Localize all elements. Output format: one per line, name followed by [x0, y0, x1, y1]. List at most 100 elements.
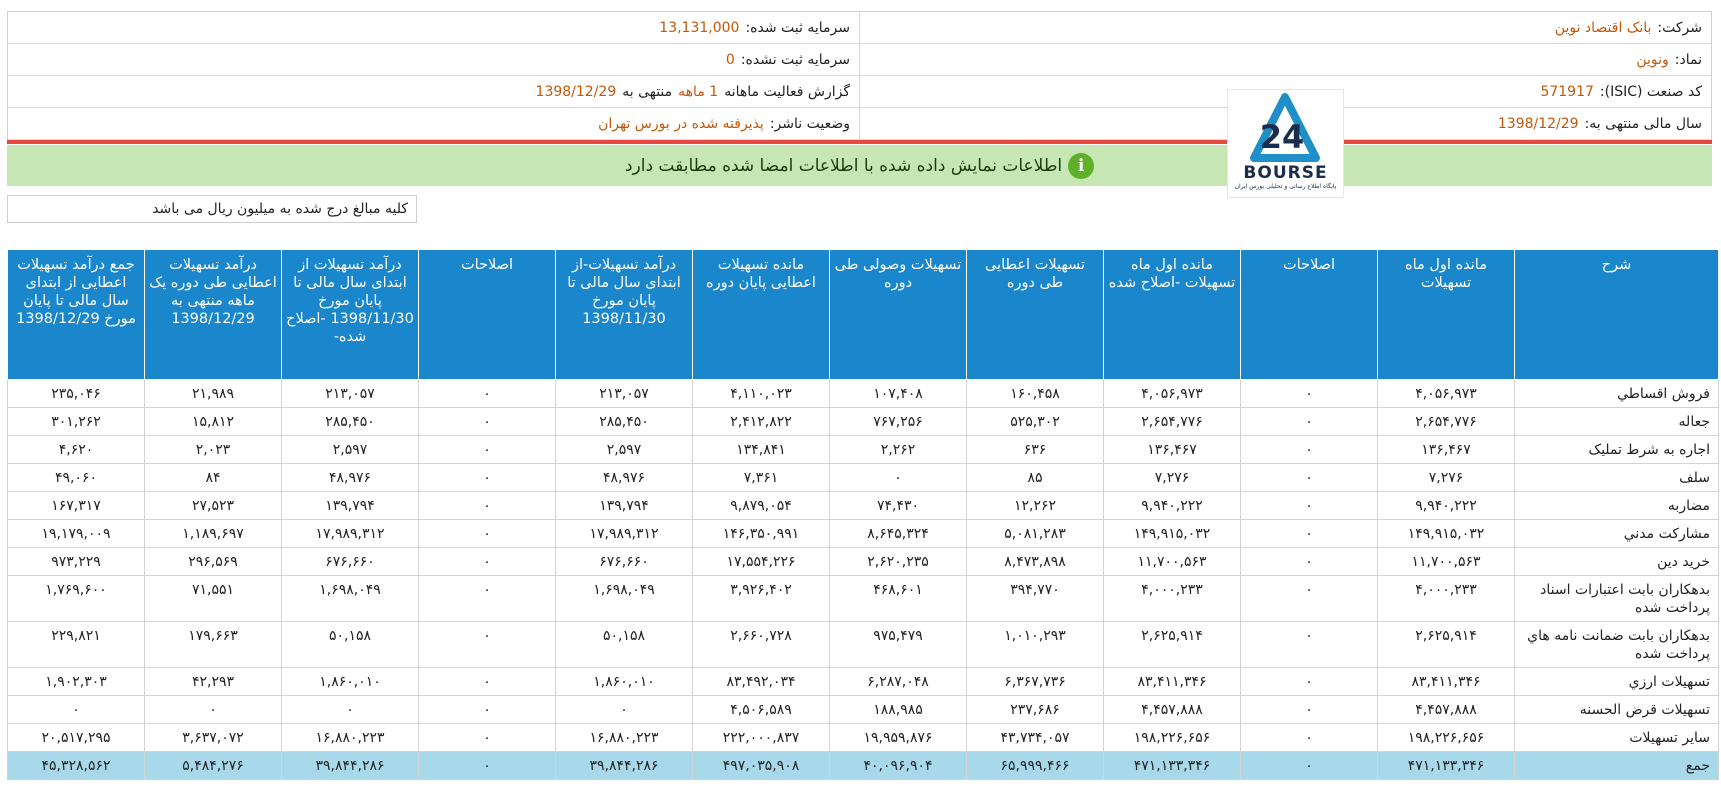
table-cell: ۲۱,۹۸۹ [144, 379, 282, 408]
table-cell: ۰ [1240, 491, 1378, 520]
company-info-panel: شرکت: بانک اقتصاد نوین سرمایه ثبت شده: 1… [7, 11, 1712, 140]
report-field: گزارش فعالیت ماهانه 1 ماهه منتهی به 1398… [8, 76, 859, 107]
info-row: شرکت: بانک اقتصاد نوین سرمایه ثبت شده: 1… [8, 12, 1711, 44]
row-label: بدهکاران بابت ضمانت نامه هاي پرداخت شده [1514, 621, 1719, 668]
table-cell: ۱۰۷,۴۰۸ [829, 379, 967, 408]
table-row: فروش اقساطي ۴,۰۵۶,۹۷۳ ۰ ۴,۰۵۶,۹۷۳ ۱۶۰,۴۵۸ ۱۰۷… [7, 379, 1719, 408]
column-header: درآمد تسهیلات از ابتدای سال مالی تا پایا… [281, 249, 419, 380]
row-label: جعاله [1514, 407, 1719, 436]
table-cell: ۷۱,۵۵۱ [144, 575, 282, 622]
isic-label: کد صنعت (ISIC): [1599, 83, 1702, 100]
total-cell: ۴۰,۰۹۶,۹۰۴ [829, 751, 967, 780]
total-cell: ۳۹,۸۴۴,۲۸۶ [555, 751, 693, 780]
table-cell: ۹,۹۴۰,۲۲۲ [1103, 491, 1241, 520]
total-cell: ۴۹۷,۰۳۵,۹۰۸ [692, 751, 830, 780]
total-cell: ۳۹,۸۴۴,۲۸۶ [281, 751, 419, 780]
table-cell: ۰ [829, 463, 967, 492]
info-icon: i [1068, 152, 1095, 179]
company-label: شرکت: [1657, 19, 1702, 36]
table-cell: ۲,۵۹۷ [281, 435, 419, 464]
table-cell: ۱,۱۸۹,۶۹۷ [144, 519, 282, 548]
table-cell: ۵۰,۱۵۸ [555, 621, 693, 668]
column-header: درآمد تسهیلات-از ابتدای سال مالی تا پایا… [555, 249, 693, 380]
table-cell: ۰ [1240, 407, 1378, 436]
total-cell: ۰ [418, 751, 556, 780]
row-label: بدهکاران بابت اعتبارات اسناد پرداخت شده [1514, 575, 1719, 622]
registered-capital-value: 13,131,000 [659, 19, 740, 36]
table-cell: ۲۱۳,۰۵۷ [281, 379, 419, 408]
table-cell: ۳۹۴,۷۷۰ [966, 575, 1104, 622]
table-cell: ۰ [418, 435, 556, 464]
table-cell: ۷,۲۷۶ [1377, 463, 1515, 492]
isic-value: 571917 [1540, 83, 1594, 100]
table-cell: ۱۷,۹۸۹,۳۱۲ [555, 519, 693, 548]
table-cell: ۲۱۳,۰۵۷ [555, 379, 693, 408]
table-cell: ۸,۶۴۵,۳۲۴ [829, 519, 967, 548]
table-cell: ۰ [1240, 575, 1378, 622]
fiscal-value: 1398/12/29 [1497, 115, 1579, 132]
row-label: مضاربه [1514, 491, 1719, 520]
table-cell: ۲۳۷,۶۸۶ [966, 695, 1104, 724]
svg-text:24: 24 [1260, 118, 1305, 156]
logo-wordmark: BOURSE [1243, 163, 1328, 183]
table-cell: ۰ [281, 695, 419, 724]
table-cell: ۱۳۴,۸۴۱ [692, 435, 830, 464]
report-mid: منتهی به [622, 83, 673, 100]
table-cell: ۱۳۶,۴۶۷ [1103, 435, 1241, 464]
table-cell: ۴,۰۵۶,۹۷۳ [1377, 379, 1515, 408]
table-cell: ۱,۶۹۸,۰۴۹ [281, 575, 419, 622]
table-cell: ۴,۵۰۶,۵۸۹ [692, 695, 830, 724]
column-header: مانده اول ماه تسهیلات [1377, 249, 1515, 380]
table-cell: ۲۸۵,۴۵۰ [555, 407, 693, 436]
table-row: مشارکت مدني ۱۴۹,۹۱۵,۰۳۲ ۰ ۱۴۹,۹۱۵,۰۳۲ ۵,۰۸۱,… [7, 519, 1719, 548]
report-date: 1398/12/29 [535, 83, 617, 100]
table-cell: ۲۹۶,۵۶۹ [144, 547, 282, 576]
row-label: ساير تسهيلات [1514, 723, 1719, 752]
table-cell: ۷۶۷,۲۵۶ [829, 407, 967, 436]
unregistered-capital-value: 0 [725, 51, 735, 68]
total-cell: ۶۵,۹۹۹,۴۶۶ [966, 751, 1104, 780]
symbol-label: نماد: [1674, 51, 1702, 68]
table-cell: ۱۶۰,۴۵۸ [966, 379, 1104, 408]
table-cell: ۰ [7, 695, 145, 724]
table-cell: ۷۴,۴۳۰ [829, 491, 967, 520]
table-cell: ۴,۴۵۷,۸۸۸ [1377, 695, 1515, 724]
table-cell: ۱۴۶,۳۵۰,۹۹۱ [692, 519, 830, 548]
status-value: پذیرفته شده در بورس تهران [598, 115, 764, 132]
table-cell: ۴۹,۰۶۰ [7, 463, 145, 492]
table-cell: ۸۳,۴۱۱,۳۴۶ [1377, 667, 1515, 696]
column-header: جمع درآمد تسهیلات اعطایی از ابتدای سال م… [7, 249, 145, 380]
total-cell: ۵,۴۸۴,۲۷۶ [144, 751, 282, 780]
company-value: بانک اقتصاد نوین [1554, 19, 1652, 36]
bourse-logo: 24 BOURSE پایگاه اطلاع رسانی و تحلیلی بو… [1227, 89, 1344, 198]
table-cell: ۲۳۵,۰۴۶ [7, 379, 145, 408]
table-cell: ۰ [418, 621, 556, 668]
row-label: اجاره به شرط تمليک [1514, 435, 1719, 464]
unregistered-capital-label: سرمایه ثبت نشده: [740, 51, 850, 68]
table-cell: ۲۰,۵۱۷,۲۹۵ [7, 723, 145, 752]
table-cell: ۱۱,۷۰۰,۵۶۳ [1103, 547, 1241, 576]
table-cell: ۲۲۹,۸۲۱ [7, 621, 145, 668]
status-field: وضعیت ناشر: پذیرفته شده در بورس تهران [8, 108, 859, 139]
report-label: گزارش فعالیت ماهانه [724, 83, 850, 100]
table-cell: ۰ [418, 575, 556, 622]
table-cell: ۴,۴۵۷,۸۸۸ [1103, 695, 1241, 724]
table-row: بدهکاران بابت ضمانت نامه هاي پرداخت شده ۲… [7, 621, 1719, 668]
table-row: اجاره به شرط تمليک ۱۳۶,۴۶۷ ۰ ۱۳۶,۴۶۷ ۶۳۶ ۲,۲۶… [7, 435, 1719, 464]
table-cell: ۱۷,۹۸۹,۳۱۲ [281, 519, 419, 548]
table-cell: ۰ [418, 379, 556, 408]
table-cell: ۰ [144, 695, 282, 724]
table-row: سلف ۷,۲۷۶ ۰ ۷,۲۷۶ ۸۵ ۰ ۷,۳۶۱ ۴۸,۹۷۶ ۰ ۴۸,۹۷۶ ۸۴ ۴۹,… [7, 463, 1719, 492]
company-field: شرکت: بانک اقتصاد نوین [859, 12, 1711, 43]
table-cell: ۱۶۷,۳۱۷ [7, 491, 145, 520]
table-cell: ۲,۶۲۵,۹۱۴ [1103, 621, 1241, 668]
table-cell: ۴۳,۷۳۴,۰۵۷ [966, 723, 1104, 752]
table-cell: ۱۹۸,۲۲۶,۶۵۶ [1103, 723, 1241, 752]
table-cell: ۷,۳۶۱ [692, 463, 830, 492]
total-cell: ۴۷۱,۱۳۳,۳۴۶ [1377, 751, 1515, 780]
table-cell: ۴,۶۲۰ [7, 435, 145, 464]
table-cell: ۱,۰۱۰,۲۹۳ [966, 621, 1104, 668]
row-label: سلف [1514, 463, 1719, 492]
table-cell: ۷,۲۷۶ [1103, 463, 1241, 492]
table-cell: ۱۴۹,۹۱۵,۰۳۲ [1377, 519, 1515, 548]
